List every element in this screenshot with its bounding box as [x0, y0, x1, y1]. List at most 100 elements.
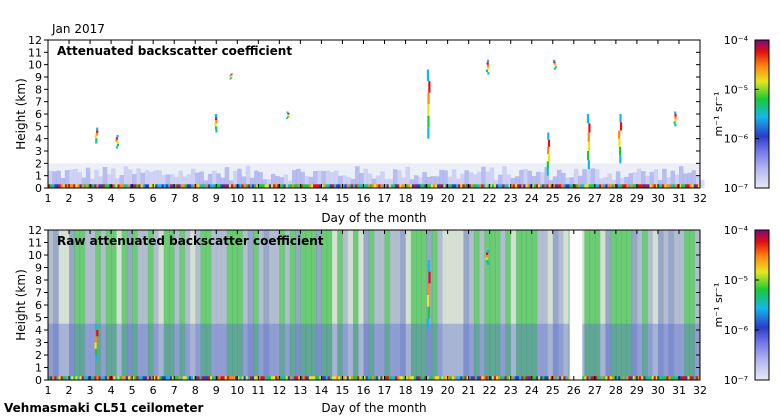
boundary-layer-cell — [662, 376, 665, 380]
boundary-layer-cell — [548, 184, 551, 188]
boundary-layer-cell — [73, 376, 76, 380]
boundary-layer-cell — [193, 184, 196, 188]
boundary-layer-cell — [632, 184, 636, 188]
boundary-layer-cell — [458, 376, 461, 380]
cloud-feature — [486, 260, 489, 263]
lower-column — [195, 172, 200, 188]
panel-attenuated-data — [48, 59, 705, 188]
boundary-layer-cell — [508, 376, 512, 380]
boundary-layer-cell — [573, 184, 577, 188]
boundary-layer-cell — [331, 184, 335, 188]
boundary-layer-cell — [355, 376, 358, 380]
noise-column — [505, 230, 512, 380]
boundary-layer-cell — [468, 376, 472, 380]
boundary-layer-cell — [123, 376, 127, 380]
lower-column — [700, 179, 705, 188]
boundary-layer-cell — [498, 184, 501, 188]
lower-column — [590, 168, 596, 188]
boundary-layer-cell — [590, 184, 594, 188]
boundary-layer-cell — [374, 376, 377, 380]
colorbar-tick-label: 10⁻⁶ — [724, 324, 749, 337]
boundary-layer-cell — [300, 184, 303, 188]
lower-column — [254, 170, 259, 188]
boundary-layer-cell — [201, 376, 204, 380]
boundary-layer-cell — [130, 376, 133, 380]
boundary-layer-cell — [388, 184, 392, 188]
boundary-layer-cell — [262, 184, 265, 188]
x-tick-label: 16 — [356, 192, 370, 205]
boundary-layer-cell — [611, 376, 615, 380]
boundary-layer-cell — [125, 184, 129, 188]
noise-column — [48, 230, 54, 380]
boundary-layer-cell — [241, 376, 244, 380]
noise-column — [147, 230, 154, 380]
cloud-feature — [94, 323, 97, 330]
boundary-layer-cell — [266, 184, 270, 188]
boundary-layer-cell — [334, 376, 337, 380]
boundary-layer-cell — [317, 184, 320, 188]
boundary-layer-cell — [662, 184, 665, 188]
boundary-layer-cell — [113, 376, 116, 380]
boundary-layer-cell — [542, 184, 545, 188]
boundary-layer-cell — [388, 376, 392, 380]
lower-column — [174, 176, 179, 188]
boundary-layer-cell — [622, 184, 625, 188]
boundary-layer-cell — [338, 376, 341, 380]
x-tick-label: 31 — [672, 192, 686, 205]
boundary-layer-cell — [657, 376, 661, 380]
x-tick-label: 17 — [378, 384, 392, 397]
boundary-layer-cell — [323, 184, 326, 188]
boundary-layer-cell — [188, 184, 192, 188]
noise-column — [79, 230, 86, 380]
noise-column — [416, 230, 422, 380]
cloud-feature — [428, 271, 431, 284]
cloud-feature — [673, 121, 676, 124]
boundary-layer-cell — [136, 376, 139, 380]
x-tick-label: 11 — [251, 192, 265, 205]
x-tick-label: 19 — [420, 192, 434, 205]
boundary-layer-cell — [567, 184, 570, 188]
boundary-layer-cell — [613, 184, 617, 188]
boundary-layer-cell — [639, 184, 642, 188]
boundary-layer-cell — [376, 184, 379, 188]
boundary-layer-cell — [369, 184, 373, 188]
boundary-layer-cell — [125, 376, 129, 380]
lower-column — [447, 176, 453, 188]
boundary-layer-cell — [437, 184, 440, 188]
boundary-layer-cell — [94, 184, 97, 188]
boundary-layer-cell — [338, 184, 341, 188]
boundary-layer-cell — [693, 376, 697, 380]
boundary-layer-cell — [233, 184, 236, 188]
noise-column — [274, 230, 280, 380]
x-tick-label: 21 — [462, 192, 476, 205]
noise-column — [542, 230, 549, 380]
cloud-feature — [228, 75, 232, 77]
cloud-feature — [619, 155, 622, 164]
boundary-layer-cell — [174, 184, 177, 188]
boundary-layer-cell — [592, 184, 596, 188]
boundary-layer-cell — [134, 376, 137, 380]
boundary-layer-cell — [52, 376, 55, 380]
noise-column — [468, 230, 475, 380]
noise-column — [594, 230, 601, 380]
lower-column — [662, 168, 667, 188]
boundary-layer-cell — [289, 184, 293, 188]
panel-attenuated-xlabel: Day of the month — [321, 211, 426, 225]
noise-column — [316, 230, 322, 380]
boundary-layer-cell — [405, 376, 408, 380]
boundary-layer-cell — [205, 184, 209, 188]
boundary-layer-cell — [327, 376, 331, 380]
boundary-layer-cell — [445, 376, 448, 380]
lower-column — [578, 175, 583, 188]
boundary-layer-cell — [108, 184, 112, 188]
boundary-layer-cell — [624, 184, 627, 188]
boundary-layer-cell — [378, 376, 381, 380]
boundary-layer-cell — [599, 376, 602, 380]
noise-column — [605, 230, 612, 380]
lower-column — [224, 167, 230, 188]
boundary-layer-cell — [241, 184, 244, 188]
boundary-layer-cell — [197, 376, 200, 380]
boundary-layer-cell — [329, 184, 333, 188]
boundary-layer-cell — [390, 184, 394, 188]
